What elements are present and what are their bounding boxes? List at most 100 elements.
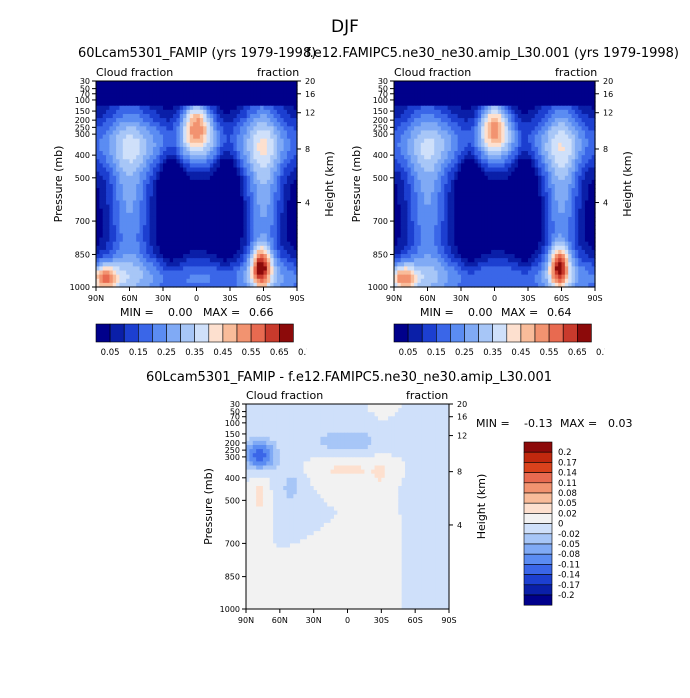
panel2-ytick-label: 300: [373, 130, 388, 139]
panel2-colorbar-swatch: [450, 323, 465, 343]
panel2-colorbar-swatch: [562, 323, 578, 343]
panel1-xtick-label: 0: [194, 294, 199, 303]
panel1-ytick-label: 30: [80, 77, 90, 86]
panel1-xtick-label: 60S: [256, 294, 271, 303]
panel1-ytick-label: 500: [75, 174, 90, 183]
panel2-colorbar-swatch: [478, 323, 493, 343]
panel3-colorbar-swatch: [523, 513, 553, 524]
panel2-colorbar-swatch: [421, 323, 437, 343]
panel3-y2tick-label: 12: [457, 432, 467, 441]
panel2-contour-fill: [394, 81, 596, 288]
panel1-ytick-label: 850: [75, 250, 90, 259]
panel3-colorbar-label: -0.08: [558, 550, 580, 560]
panel1-ytick-label: 50: [80, 85, 90, 94]
panel3-ytick-label: 300: [225, 453, 240, 462]
panel1-colorbar-swatch: [208, 323, 224, 343]
panel3-colorbar-label: -0.11: [558, 560, 580, 570]
panel2-colorbar-swatch: [393, 323, 409, 343]
panel1-colorbar-swatch: [166, 323, 181, 343]
panel3-ytick-label: 500: [225, 496, 240, 505]
panel3-colorbar: 0.20.170.140.110.080.050.020-0.02-0.05-0…: [523, 441, 580, 606]
panel3-colorbar-swatch: [523, 553, 553, 565]
panel2-y2label: Height (km): [621, 151, 634, 217]
panel2-colorbar-swatch: [435, 323, 451, 343]
panel2-y2tick-label: 20: [603, 77, 613, 86]
panel1-colorbar-swatch: [137, 323, 153, 343]
panel1-left-label: Cloud fraction: [96, 66, 174, 79]
panel2-y2tick-label: 16: [603, 90, 613, 99]
panel1-colorbar-swatch: [152, 323, 167, 343]
panel3-title: 60Lcam5301_FAMIP - f.e12.FAMIPC5.ne30_ne…: [146, 370, 553, 385]
panel1-ytick-label: 400: [75, 151, 90, 160]
panel2-y2tick-label: 12: [603, 109, 613, 118]
panel3-colorbar-label: 0.05: [558, 499, 577, 509]
panel2-colorbar-swatch: [506, 323, 522, 343]
panel2-min-label: MIN =: [420, 306, 454, 319]
panel2-y2tick-label: 4: [603, 199, 608, 208]
panel2-ylabel: Pressure (mb): [350, 146, 363, 223]
panel3-colorbar-swatch: [523, 472, 553, 484]
panel1-colorbar-label: 0.65: [270, 348, 289, 358]
panel2-colorbar-label: 0.25: [455, 348, 474, 358]
panel2-ytick-label: 400: [373, 151, 388, 160]
panel1-colorbar-swatch: [109, 323, 125, 343]
panel2-ytick-label: 200: [373, 116, 388, 125]
panel3-ytick-label: 100: [225, 419, 240, 428]
panel3-ytick-label: 850: [225, 573, 240, 582]
panel2-ytick-label: 30: [378, 77, 388, 86]
panel2-right-label: fraction: [555, 66, 598, 79]
panel2-colorbar-label: 0.15: [427, 348, 446, 358]
panel2-xtick-label: 90S: [587, 294, 602, 303]
panel1-colorbar: 0.05 0.15 0.25 0.35 0.45 0.55 0.65 0.75: [95, 323, 307, 358]
panel1-y2label: Height (km): [323, 151, 336, 217]
panel1-xtick-label: 60N: [121, 294, 137, 303]
panel3-max-label: MAX =: [560, 417, 598, 430]
panel3-xtick-label: 30S: [374, 616, 389, 625]
panel1-y2tick-label: 16: [305, 90, 315, 99]
panel1-colorbar-swatch: [95, 323, 111, 343]
panel3-ytick-label: 400: [225, 474, 240, 483]
panel2-xtick-label: 90N: [386, 294, 402, 303]
panel1-colorbar-swatch: [236, 323, 252, 343]
panel1-max-value: 0.66: [249, 306, 274, 319]
panel3-ytick-label: 250: [225, 446, 240, 455]
panel3-ytick-label: 30: [230, 400, 240, 409]
panel2-ytick-label: 100: [373, 96, 388, 105]
panel1-y2tick-label: 4: [305, 199, 310, 208]
panel3-colorbar-label: 0.14: [558, 469, 577, 479]
panel3-colorbar-label: -0.14: [558, 571, 580, 581]
figure-title: DJF: [331, 17, 359, 37]
panel2-left-label: Cloud fraction: [394, 66, 472, 79]
panel3-colorbar-label: -0.2: [558, 591, 575, 601]
panel1-ytick-label: 1000: [70, 283, 90, 292]
panel1-y2tick-label: 8: [305, 145, 310, 154]
panel2-colorbar-label: 0.75: [596, 348, 605, 358]
panel2-xtick-label: 60N: [419, 294, 435, 303]
panel1-colorbar-swatch: [123, 323, 139, 343]
panel1-right-label: fraction: [257, 66, 300, 79]
panel3-colorbar-swatch: [523, 462, 553, 473]
panel1-colorbar-label: 0.05: [101, 348, 120, 358]
panel3-colorbar-swatch: [523, 441, 553, 453]
panel1-ylabel: Pressure (mb): [52, 146, 65, 223]
panel3-colorbar-swatch: [523, 543, 553, 555]
panel3-colorbar-label: 0.2: [558, 448, 572, 458]
panel3-y2tick-label: 20: [457, 400, 467, 409]
panel3-colorbar-swatch: [523, 502, 553, 514]
panel2-ytick-label: 850: [373, 250, 388, 259]
panel1-ytick-label: 200: [75, 116, 90, 125]
panel3-right-label: fraction: [406, 389, 449, 402]
panel3-colorbar-swatch: [523, 523, 553, 535]
panel3-ytick-label: 700: [225, 539, 240, 548]
panel3-ytick-label: 50: [230, 408, 240, 417]
panel2-colorbar-swatch: [534, 323, 550, 343]
panel2-y2tick-label: 8: [603, 145, 608, 154]
panel3-colorbar-swatch: [523, 482, 553, 494]
panel2-ytick-label: 250: [373, 123, 388, 132]
panel2-ytick-label: 150: [373, 107, 388, 116]
panel2-colorbar-swatch: [520, 323, 536, 343]
panel1-min-label: MIN =: [120, 306, 154, 319]
panel2-colorbar-swatch: [407, 323, 423, 343]
panel1-ytick-label: 100: [75, 96, 90, 105]
